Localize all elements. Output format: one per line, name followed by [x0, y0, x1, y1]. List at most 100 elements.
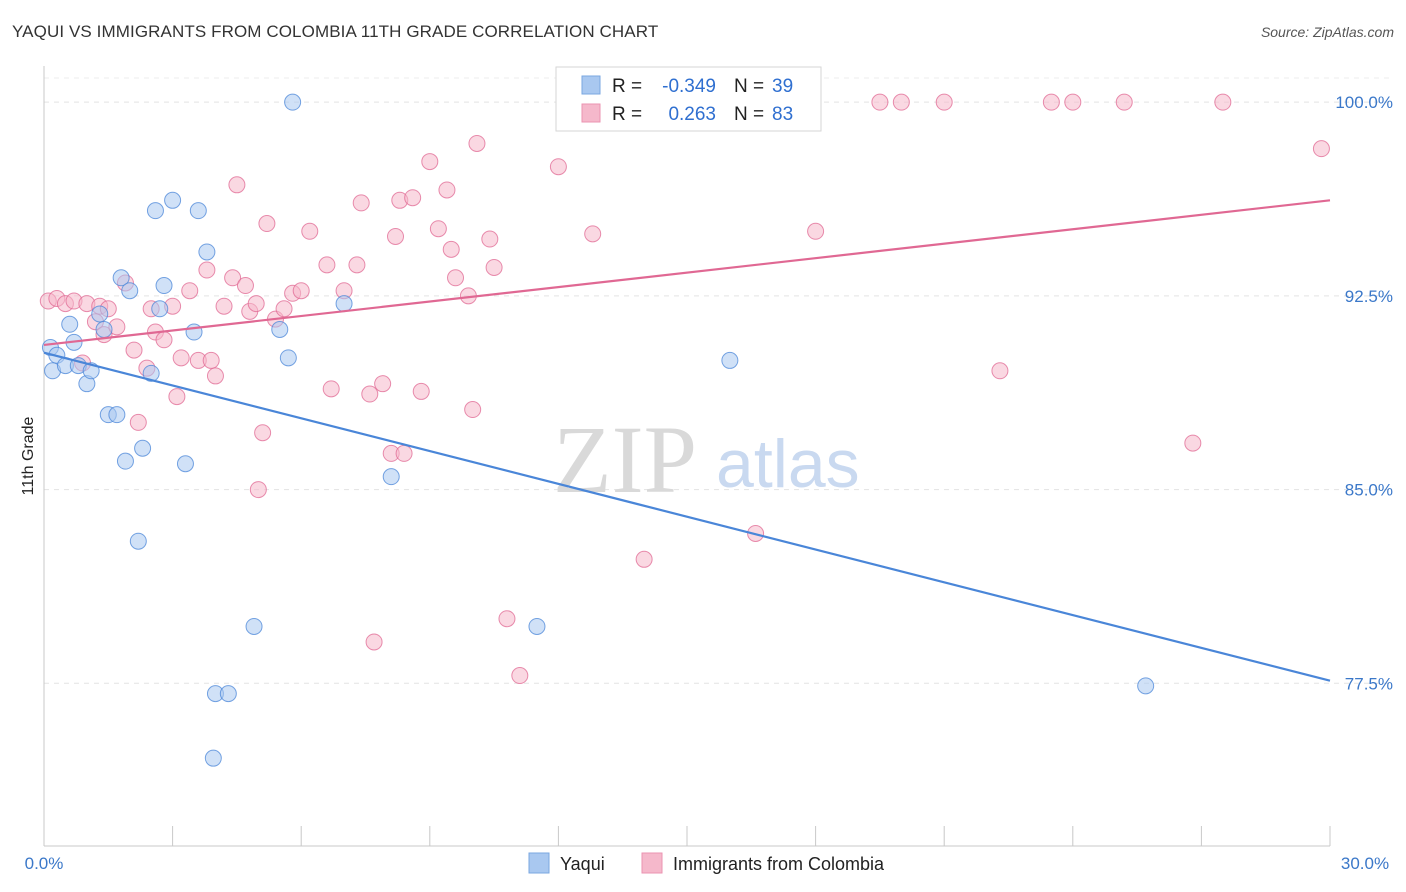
colombia-point [181, 282, 199, 300]
legend-label-colombia: Immigrants from Colombia [673, 854, 885, 874]
stats-box: R = -0.349 N = 39 R = 0.263 N = 83 [555, 66, 822, 132]
yaqui-point [95, 320, 113, 338]
yaqui-point [108, 406, 126, 424]
colombia-point [322, 380, 340, 398]
colombia-point [247, 295, 265, 313]
series-colombia-points [39, 93, 1330, 685]
colombia-point [498, 610, 516, 628]
yaqui-point [198, 243, 216, 261]
grid-lines [44, 77, 1392, 684]
colombia-point [395, 444, 413, 462]
y-tick-labels: 77.5% 85.0% 92.5% 100.0% [1335, 93, 1393, 693]
colombia-point [511, 667, 529, 685]
colombia-point [1184, 434, 1202, 452]
colombia-point [361, 385, 379, 403]
colombia-point [155, 331, 173, 349]
watermark-zip: ZIP [553, 406, 697, 513]
colombia-point [387, 227, 405, 245]
colombia-point [168, 388, 186, 406]
stats-r-value-colombia: 0.263 [668, 104, 716, 125]
yaqui-point [116, 452, 134, 470]
yaqui-point [279, 349, 297, 367]
colombia-point [1214, 93, 1232, 111]
colombia-point [1312, 140, 1330, 158]
colombia-point [202, 351, 220, 369]
colombia-point [1064, 93, 1082, 111]
y-tick-label: 100.0% [1335, 93, 1393, 112]
y-tick-label: 85.0% [1345, 481, 1393, 500]
yaqui-point [219, 685, 237, 703]
y-tick-label: 77.5% [1345, 674, 1393, 693]
colombia-point [318, 256, 336, 274]
yaqui-point [721, 351, 739, 369]
colombia-point [249, 481, 267, 499]
colombia-point [429, 220, 447, 238]
yaqui-point [142, 364, 160, 382]
yaqui-point [134, 439, 152, 457]
colombia-point [421, 153, 439, 171]
legend-swatch-colombia [641, 852, 663, 874]
watermark: ZIP atlas [553, 406, 860, 513]
yaqui-trend-line [43, 351, 1331, 682]
colombia-point [374, 375, 392, 393]
stats-swatch-yaqui [581, 75, 601, 95]
yaqui-point [271, 320, 289, 338]
colombia-point [464, 401, 482, 419]
colombia-point [236, 277, 254, 295]
stats-swatch-colombia [581, 103, 601, 123]
watermark-atlas: atlas [716, 426, 860, 502]
colombia-point [365, 633, 383, 651]
colombia-point [871, 93, 889, 111]
colombia-point [206, 367, 224, 385]
stats-r-label-yaqui: R = [612, 76, 642, 97]
colombia-point [635, 550, 653, 568]
yaqui-point [1137, 677, 1155, 695]
colombia-point [275, 300, 293, 318]
trend-lines [43, 199, 1331, 682]
colombia-point [442, 240, 460, 258]
x-tick-label-min: 0.0% [25, 854, 64, 873]
colombia-point [584, 225, 602, 243]
colombia-point [485, 258, 503, 276]
colombia-point [172, 349, 190, 367]
y-axis-title: 11th Grade [20, 416, 37, 495]
yaqui-point [129, 532, 147, 550]
yaqui-point [284, 93, 302, 111]
stats-n-value-yaqui: 39 [772, 76, 793, 97]
yaqui-point [204, 749, 222, 767]
colombia-point [292, 282, 310, 300]
yaqui-point [245, 617, 263, 635]
colombia-point [481, 230, 499, 248]
yaqui-point [189, 202, 207, 220]
colombia-point [254, 424, 272, 442]
colombia-point [412, 382, 430, 400]
stats-n-label-yaqui: N = [734, 76, 764, 97]
yaqui-point [155, 277, 173, 295]
stats-n-value-colombia: 83 [772, 104, 793, 125]
yaqui-point [382, 468, 400, 486]
source-credit: Source: ZipAtlas.com [1260, 24, 1394, 40]
legend-label-yaqui: Yaqui [560, 854, 605, 874]
colombia-point [1115, 93, 1133, 111]
colombia-point [404, 189, 422, 207]
colombia-point [935, 93, 953, 111]
x-axis-ticks [43, 826, 1331, 846]
yaqui-point [146, 202, 164, 220]
colombia-point [1042, 93, 1060, 111]
colombia-point [198, 261, 216, 279]
yaqui-point [528, 617, 546, 635]
x-tick-label-max: 30.0% [1341, 854, 1389, 873]
yaqui-point [151, 300, 169, 318]
yaqui-point [335, 295, 353, 313]
yaqui-point [61, 315, 79, 333]
colombia-trend-line [43, 199, 1331, 347]
stats-n-label-colombia: N = [734, 104, 764, 125]
chart-title: YAQUI VS IMMIGRANTS FROM COLOMBIA 11TH G… [12, 22, 659, 41]
colombia-point [129, 413, 147, 431]
stats-r-label-colombia: R = [612, 104, 642, 125]
colombia-point [258, 215, 276, 233]
colombia-point [438, 181, 456, 199]
colombia-point [468, 134, 486, 152]
colombia-point [807, 222, 825, 240]
